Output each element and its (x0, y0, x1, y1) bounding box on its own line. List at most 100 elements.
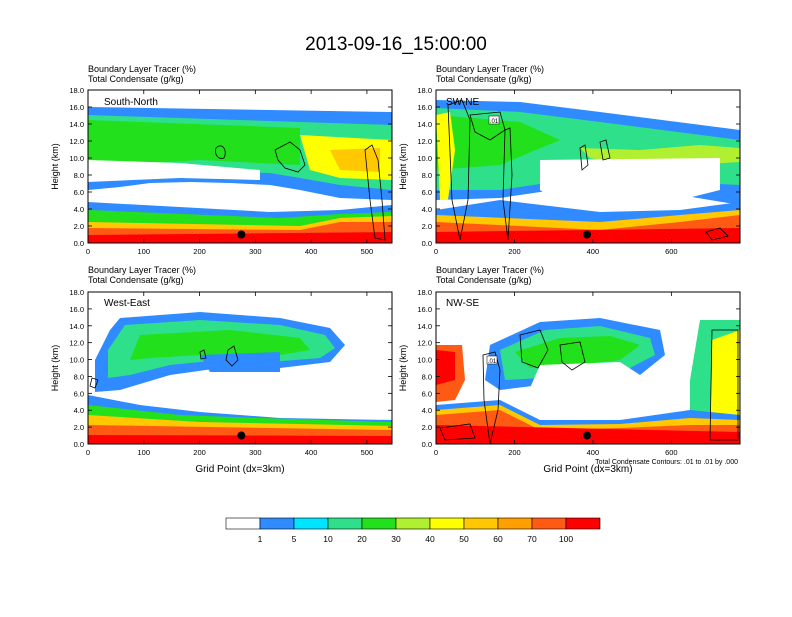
y-tick-label: 8.0 (422, 372, 432, 381)
y-tick-label: 8.0 (422, 171, 432, 180)
colorbar: 1 5 10 20 30 40 50 60 70 100 (225, 517, 601, 544)
y-tick-label: 12.0 (417, 339, 432, 348)
colorbar-label: 60 (493, 534, 503, 544)
y-tick-label: 16.0 (69, 305, 84, 314)
colorbar-swatch (463, 517, 499, 530)
location-marker (583, 431, 592, 440)
x-tick-label: 100 (138, 247, 151, 256)
y-axis-ticks: 0.0 2.0 4.0 6.0 8.0 10.0 12.0 14.0 16.0 18.0 (69, 86, 392, 248)
y-tick-label: 6.0 (422, 389, 432, 398)
y-tick-label: 16.0 (69, 103, 84, 112)
x-tick-label: 300 (249, 247, 262, 256)
y-tick-label: 12.0 (417, 137, 432, 146)
y-tick-label: 10.0 (417, 356, 432, 365)
y-tick-label: 4.0 (422, 205, 432, 214)
colorbar-swatch (395, 517, 431, 530)
x-tick-label: 200 (193, 247, 206, 256)
colorbar-swatch (565, 517, 601, 530)
panel-title-line2: Total Condensate (g/kg) (436, 275, 532, 285)
x-tick-label: 0 (434, 448, 438, 457)
x-tick-label: 0 (434, 247, 438, 256)
y-tick-label: 12.0 (69, 137, 84, 146)
y-axis-ticks: 0.0 2.0 4.0 6.0 8.0 10.0 12.0 14.0 16.0 18.0 (69, 288, 392, 449)
y-tick-label: 2.0 (74, 423, 84, 432)
y-tick-label: 6.0 (422, 188, 432, 197)
y-tick-label: 18.0 (69, 86, 84, 95)
colorbar-label: 50 (459, 534, 469, 544)
panel-title-line1: Boundary Layer Tracer (%) (436, 265, 544, 275)
x-axis-label: Grid Point (dx=3km) (543, 464, 632, 475)
x-axis-ticks: 0 200 400 600 (434, 292, 678, 457)
panel-label: SW-NE (446, 97, 479, 108)
panel-nw-se: Boundary Layer Tracer (%) Total Condensa… (398, 265, 741, 475)
panel-title-line1: Boundary Layer Tracer (%) (436, 64, 544, 74)
y-tick-label: 6.0 (74, 389, 84, 398)
contour-footnote: Total Condensate Contours: .01 to .01 by… (595, 459, 738, 466)
x-tick-label: 400 (305, 247, 318, 256)
x-tick-label: 400 (587, 247, 600, 256)
panel-title-line2: Total Condensate (g/kg) (88, 275, 184, 285)
field-layers (436, 90, 740, 243)
y-axis-label: Height (km) (398, 345, 408, 392)
panel-label: West-East (104, 298, 150, 309)
y-axis-label: Height (km) (398, 143, 408, 190)
panel-sw-ne: Boundary Layer Tracer (%) Total Condensa… (398, 64, 741, 256)
location-marker (237, 431, 246, 440)
y-tick-label: 14.0 (417, 322, 432, 331)
y-tick-label: 2.0 (422, 423, 432, 432)
y-axis-label: Height (km) (50, 345, 60, 392)
x-tick-label: 100 (138, 448, 151, 457)
panel-title-line1: Boundary Layer Tracer (%) (88, 265, 196, 275)
colorbar-swatch (225, 517, 261, 530)
panel-label: NW-SE (446, 298, 479, 309)
panel-title-line2: Total Condensate (g/kg) (88, 74, 184, 84)
y-tick-label: 0.0 (74, 440, 84, 449)
y-tick-label: 16.0 (417, 305, 432, 314)
colorbar-swatch (497, 517, 533, 530)
x-tick-label: 600 (665, 247, 678, 256)
panel-south-north: Boundary Layer Tracer (%) Total Condensa… (50, 64, 393, 256)
colorbar-label: 40 (425, 534, 435, 544)
location-marker (237, 230, 246, 239)
x-tick-label: 200 (508, 247, 521, 256)
y-tick-label: 4.0 (74, 205, 84, 214)
y-tick-label: 0.0 (74, 239, 84, 248)
colorbar-label: 10 (323, 534, 333, 544)
x-tick-label: 200 (193, 448, 206, 457)
y-tick-label: 10.0 (69, 356, 84, 365)
y-tick-label: 0.0 (422, 440, 432, 449)
y-tick-label: 14.0 (417, 120, 432, 129)
colorbar-label: 20 (357, 534, 367, 544)
colorbar-label: 70 (527, 534, 537, 544)
y-axis-label: Height (km) (50, 143, 60, 190)
panel-label: South-North (104, 97, 158, 108)
y-tick-label: 8.0 (74, 372, 84, 381)
y-tick-label: 6.0 (74, 188, 84, 197)
colorbar-label: 100 (559, 534, 573, 544)
location-marker (583, 230, 592, 239)
y-axis-ticks: 0.0 2.0 4.0 6.0 8.0 10.0 12.0 14.0 16.0 18.0 (417, 288, 740, 449)
y-axis-ticks: 0.0 2.0 4.0 6.0 8.0 10.0 12.0 14.0 16.0 18.0 (417, 86, 740, 248)
x-axis-label: Grid Point (dx=3km) (195, 464, 284, 475)
contour-label: .01 (490, 119, 499, 125)
page-title: 2013-09-16_15:00:00 (305, 34, 487, 55)
colorbar-swatch (293, 517, 329, 530)
y-tick-label: 4.0 (74, 406, 84, 415)
y-tick-label: 8.0 (74, 171, 84, 180)
colorbar-swatch (361, 517, 397, 530)
y-tick-label: 10.0 (69, 154, 84, 163)
x-axis-ticks: 0 100 200 300 400 500 (86, 90, 373, 256)
panel-title-line2: Total Condensate (g/kg) (436, 74, 532, 84)
x-tick-label: 400 (587, 448, 600, 457)
colorbar-swatch (429, 517, 465, 530)
y-tick-label: 2.0 (422, 222, 432, 231)
field-layers (88, 292, 392, 444)
y-tick-label: 2.0 (74, 222, 84, 231)
y-tick-label: 12.0 (69, 339, 84, 348)
colorbar-label: 1 (258, 534, 263, 544)
colorbar-label: 30 (391, 534, 401, 544)
x-axis-ticks: 0 100 200 300 400 500 (86, 292, 373, 457)
x-tick-label: 500 (361, 448, 374, 457)
y-tick-label: 18.0 (417, 288, 432, 297)
